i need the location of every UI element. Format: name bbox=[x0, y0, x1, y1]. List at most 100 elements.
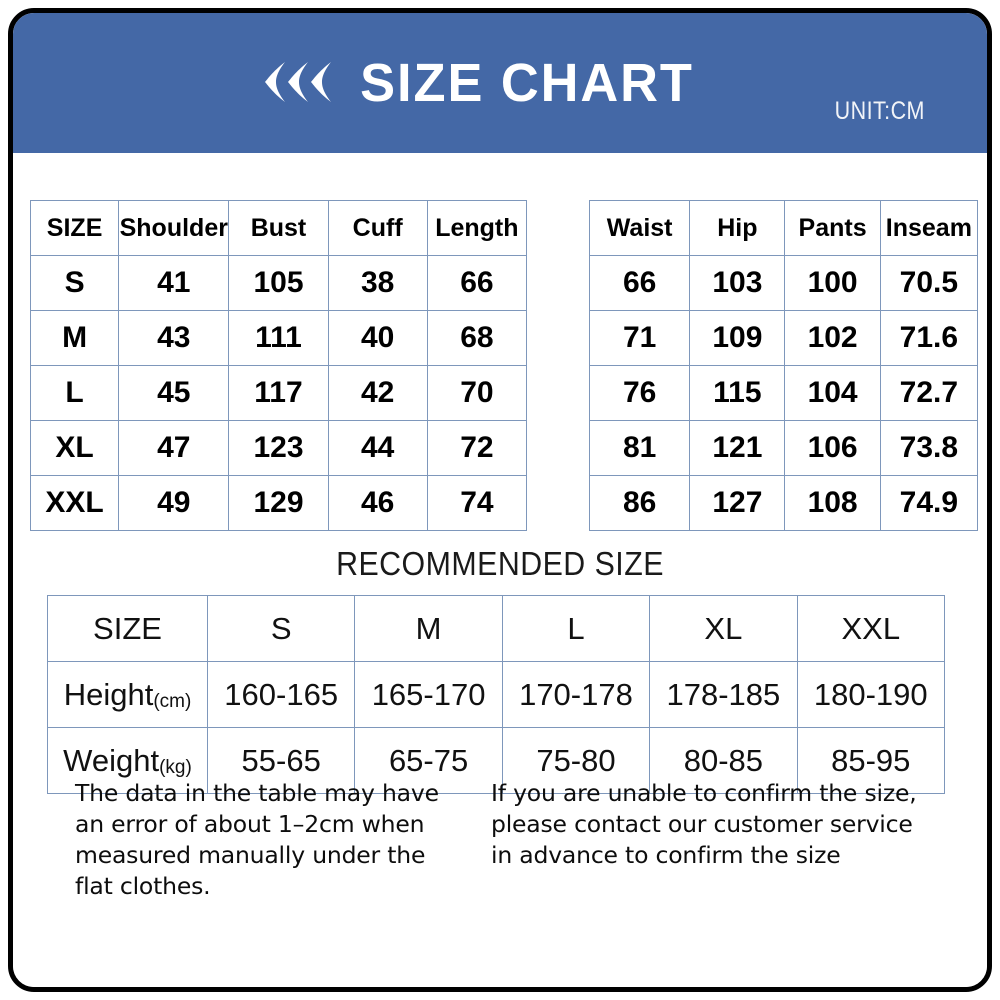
note-line: If you are unable to confirm the size, bbox=[491, 779, 917, 807]
cell-size: XXL bbox=[29, 475, 120, 531]
size-chart-card: SIZE CHART UNIT:CM SIZE Shoulder Bust Cu… bbox=[8, 8, 992, 992]
cell-height-s: 160-165 bbox=[206, 661, 356, 728]
cell-height-xl: 178-185 bbox=[649, 661, 798, 728]
cell-waist: 86 bbox=[588, 475, 691, 531]
cell-inseam: 73.8 bbox=[879, 420, 979, 476]
column-header-cuff: Cuff bbox=[327, 200, 428, 256]
note-line: measured manually under the bbox=[75, 841, 426, 869]
cell-weight-xxl: 85-95 bbox=[796, 727, 946, 794]
column-header-s: S bbox=[206, 595, 356, 662]
cell-inseam: 72.7 bbox=[879, 365, 979, 421]
table-row: Height(cm) 160-165 165-170 170-178 178-1… bbox=[47, 661, 946, 728]
note-line: please contact our customer service bbox=[491, 810, 913, 838]
column-header-xxl: XXL bbox=[796, 595, 946, 662]
cell-pants: 104 bbox=[784, 365, 881, 421]
cell-bust: 129 bbox=[228, 475, 329, 531]
column-header-hip: Hip bbox=[689, 200, 786, 256]
cell-cuff: 40 bbox=[327, 310, 428, 366]
cell-shoulder: 45 bbox=[118, 365, 230, 421]
cell-size: XL bbox=[29, 420, 120, 476]
height-label: Height bbox=[63, 676, 154, 712]
cell-inseam: 71.6 bbox=[879, 310, 979, 366]
note-line: an error of about 1–2cm when bbox=[75, 810, 425, 838]
page-title: SIZE CHART bbox=[360, 53, 694, 113]
column-header-pants: Pants bbox=[784, 200, 881, 256]
cell-pants: 102 bbox=[784, 310, 881, 366]
row-header-height: Height(cm) bbox=[47, 661, 208, 728]
table-row: 86 127 108 74.9 bbox=[588, 475, 979, 531]
column-header-inseam: Inseam bbox=[879, 200, 979, 256]
cell-length: 70 bbox=[426, 365, 528, 421]
cell-cuff: 38 bbox=[327, 255, 428, 311]
cell-waist: 81 bbox=[588, 420, 691, 476]
row-header-weight: Weight(kg) bbox=[47, 727, 208, 794]
cell-length: 72 bbox=[426, 420, 528, 476]
header-band: SIZE CHART UNIT:CM bbox=[13, 13, 987, 153]
table-gap-spacer bbox=[527, 200, 589, 531]
note-line: in advance to confirm the size bbox=[491, 841, 841, 869]
cell-weight-s: 55-65 bbox=[206, 727, 356, 794]
cell-cuff: 46 bbox=[327, 475, 428, 531]
column-header-m: M bbox=[354, 595, 503, 662]
cell-bust: 123 bbox=[228, 420, 329, 476]
note-contact-support: If you are unable to confirm the size, p… bbox=[483, 778, 983, 902]
note-line: flat clothes. bbox=[75, 872, 211, 900]
cell-bust: 117 bbox=[228, 365, 329, 421]
table-row: XL 47 123 44 72 bbox=[29, 420, 528, 476]
table-row: L 45 117 42 70 bbox=[29, 365, 528, 421]
note-measurement-error: The data in the table may have an error … bbox=[13, 778, 483, 902]
cell-length: 68 bbox=[426, 310, 528, 366]
cell-pants: 108 bbox=[784, 475, 881, 531]
cell-waist: 66 bbox=[588, 255, 691, 311]
recommended-size-title: RECOMMENDED SIZE bbox=[336, 545, 664, 582]
cell-length: 74 bbox=[426, 475, 528, 531]
footer-notes: The data in the table may have an error … bbox=[13, 778, 987, 902]
note-line: The data in the table may have bbox=[75, 779, 439, 807]
cell-hip: 127 bbox=[689, 475, 786, 531]
column-header-size: SIZE bbox=[29, 200, 120, 256]
cell-weight-l: 75-80 bbox=[501, 727, 651, 794]
column-header-shoulder: Shoulder bbox=[118, 200, 230, 256]
table-row: 76 115 104 72.7 bbox=[588, 365, 979, 421]
table-row: 66 103 100 70.5 bbox=[588, 255, 979, 311]
triple-left-arrow-icon bbox=[265, 60, 333, 104]
cell-pants: 100 bbox=[784, 255, 881, 311]
table-header-row: Waist Hip Pants Inseam bbox=[588, 200, 979, 256]
cell-inseam: 70.5 bbox=[879, 255, 979, 311]
height-unit: (cm) bbox=[153, 690, 192, 712]
cell-height-xxl: 180-190 bbox=[796, 661, 946, 728]
cell-height-l: 170-178 bbox=[501, 661, 651, 728]
table-header-row: SIZE S M L XL XXL bbox=[47, 595, 946, 662]
table-row: XXL 49 129 46 74 bbox=[29, 475, 528, 531]
cell-cuff: 44 bbox=[327, 420, 428, 476]
cell-waist: 76 bbox=[588, 365, 691, 421]
cell-hip: 115 bbox=[689, 365, 786, 421]
bottom-measurements-table: Waist Hip Pants Inseam 66 103 100 70.5 7… bbox=[588, 200, 979, 531]
cell-length: 66 bbox=[426, 255, 528, 311]
cell-waist: 71 bbox=[588, 310, 691, 366]
cell-shoulder: 43 bbox=[118, 310, 230, 366]
recommended-size-table: SIZE S M L XL XXL Height(cm) 160-165 165… bbox=[47, 595, 946, 794]
column-header-bust: Bust bbox=[228, 200, 329, 256]
weight-unit: (kg) bbox=[159, 756, 192, 778]
cell-hip: 121 bbox=[689, 420, 786, 476]
table-row: S 41 105 38 66 bbox=[29, 255, 528, 311]
cell-shoulder: 49 bbox=[118, 475, 230, 531]
table-row: 81 121 106 73.8 bbox=[588, 420, 979, 476]
cell-shoulder: 47 bbox=[118, 420, 230, 476]
cell-size: L bbox=[29, 365, 120, 421]
table-row: M 43 111 40 68 bbox=[29, 310, 528, 366]
table-header-row: SIZE Shoulder Bust Cuff Length bbox=[29, 200, 528, 256]
cell-height-m: 165-170 bbox=[354, 661, 503, 728]
header-content: SIZE CHART bbox=[265, 56, 699, 110]
cell-weight-m: 65-75 bbox=[354, 727, 503, 794]
cell-hip: 103 bbox=[689, 255, 786, 311]
column-header-length: Length bbox=[426, 200, 528, 256]
column-header-l: L bbox=[501, 595, 651, 662]
table-row: 71 109 102 71.6 bbox=[588, 310, 979, 366]
cell-shoulder: 41 bbox=[118, 255, 230, 311]
measurement-tables: SIZE Shoulder Bust Cuff Length S 41 105 … bbox=[29, 200, 979, 531]
cell-size: S bbox=[29, 255, 120, 311]
cell-hip: 109 bbox=[689, 310, 786, 366]
cell-cuff: 42 bbox=[327, 365, 428, 421]
